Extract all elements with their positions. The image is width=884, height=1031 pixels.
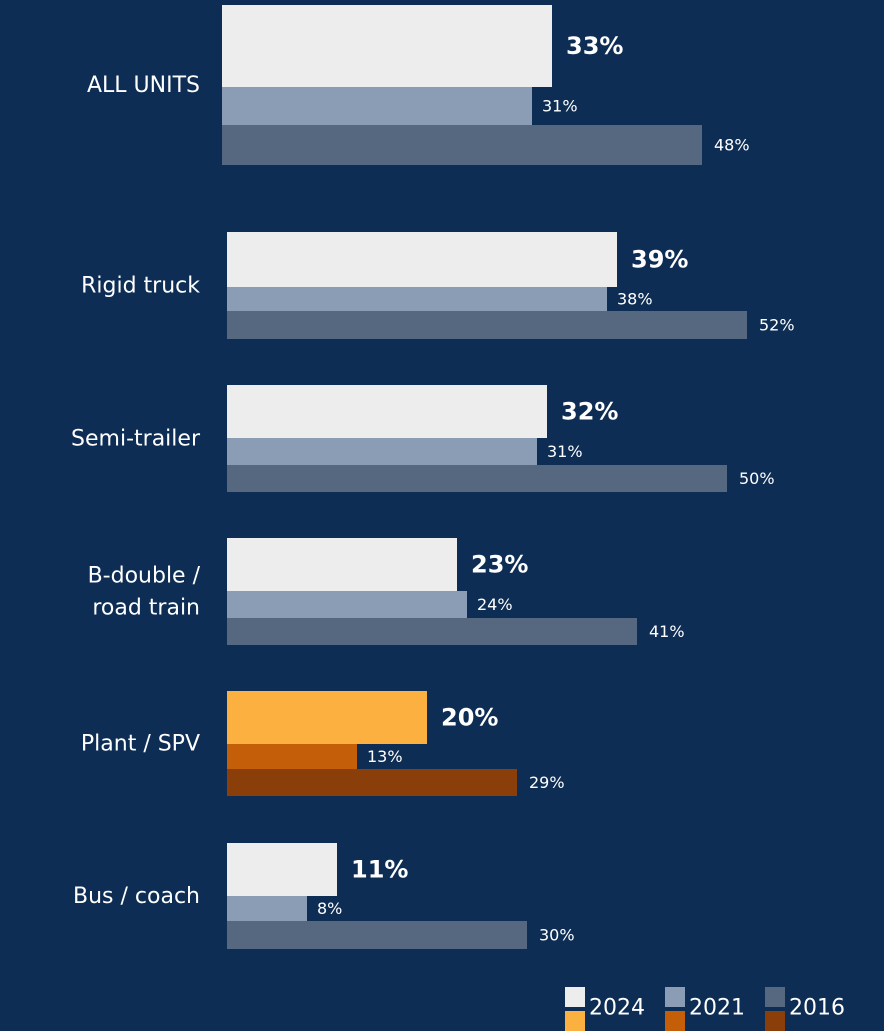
bar-b-double-road-train-2016 bbox=[227, 618, 637, 645]
value-label-plant-spv-2021: 13% bbox=[367, 747, 403, 766]
labels-layer: 33% 31% 48% ALL UNITS 39% 38% 52% Rigid truck 32… bbox=[71, 32, 795, 945]
bar-semi-trailer-2024 bbox=[227, 385, 547, 438]
legend-swatch-2021-highlight bbox=[665, 1011, 685, 1031]
bar-plant-spv-2016 bbox=[227, 769, 517, 796]
legend-label-2024: 2024 bbox=[589, 996, 645, 1021]
legend: 2024 2021 2016 bbox=[565, 987, 845, 1031]
legend-label-2016: 2016 bbox=[789, 996, 845, 1021]
bar-b-double-road-train-2024 bbox=[227, 538, 457, 591]
value-label-semi-trailer-2024: 32% bbox=[561, 398, 618, 426]
bar-all-units-2021 bbox=[222, 87, 532, 125]
legend-swatch-2024 bbox=[565, 987, 585, 1007]
category-label-bus-coach: Bus / coach bbox=[73, 884, 200, 909]
value-label-rigid-truck-2024: 39% bbox=[631, 246, 688, 274]
value-label-all-units-2016: 48% bbox=[714, 136, 750, 155]
bar-semi-trailer-2021 bbox=[227, 438, 537, 465]
category-label-rigid-truck: Rigid truck bbox=[81, 273, 200, 298]
bar-bus-coach-2024 bbox=[227, 843, 337, 896]
bar-bus-coach-2016 bbox=[227, 921, 527, 949]
bar-all-units-2024 bbox=[222, 5, 552, 87]
legend-swatch-2021 bbox=[665, 987, 685, 1007]
value-label-all-units-2021: 31% bbox=[542, 97, 578, 116]
bar-b-double-road-train-2021 bbox=[227, 591, 467, 618]
value-label-b-double-road-train-2021: 24% bbox=[477, 595, 513, 614]
value-label-plant-spv-2016: 29% bbox=[529, 773, 565, 792]
value-label-all-units-2024: 33% bbox=[566, 32, 623, 60]
value-label-bus-coach-2016: 30% bbox=[539, 926, 575, 945]
value-label-b-double-road-train-2024: 23% bbox=[471, 551, 528, 579]
legend-swatch-2016 bbox=[765, 987, 785, 1007]
value-label-rigid-truck-2016: 52% bbox=[759, 316, 795, 335]
value-label-b-double-road-train-2016: 41% bbox=[649, 622, 685, 641]
category-label-semi-trailer: Semi-trailer bbox=[71, 426, 201, 451]
bar-plant-spv-2021 bbox=[227, 744, 357, 769]
value-label-rigid-truck-2021: 38% bbox=[617, 290, 653, 309]
value-label-bus-coach-2024: 11% bbox=[351, 856, 408, 884]
legend-swatch-2024-highlight bbox=[565, 1011, 585, 1031]
bar-semi-trailer-2016 bbox=[227, 465, 727, 492]
value-label-bus-coach-2021: 8% bbox=[317, 899, 342, 918]
legend-label-2021: 2021 bbox=[689, 996, 745, 1021]
value-label-semi-trailer-2016: 50% bbox=[739, 469, 775, 488]
value-label-plant-spv-2024: 20% bbox=[441, 704, 498, 732]
category-label-plant-spv: Plant / SPV bbox=[81, 731, 200, 756]
value-label-semi-trailer-2021: 31% bbox=[547, 442, 583, 461]
category-label-b-double-road-train: B-double / road train bbox=[88, 563, 201, 620]
bars-layer bbox=[222, 5, 747, 949]
bar-all-units-2016 bbox=[222, 125, 702, 165]
bar-rigid-truck-2024 bbox=[227, 232, 617, 287]
category-label-all-units: ALL UNITS bbox=[87, 73, 200, 98]
bar-bus-coach-2021 bbox=[227, 896, 307, 921]
legend-swatch-2016-highlight bbox=[765, 1011, 785, 1031]
bar-rigid-truck-2016 bbox=[227, 311, 747, 339]
bar-rigid-truck-2021 bbox=[227, 287, 607, 311]
bar-plant-spv-2024 bbox=[227, 691, 427, 744]
